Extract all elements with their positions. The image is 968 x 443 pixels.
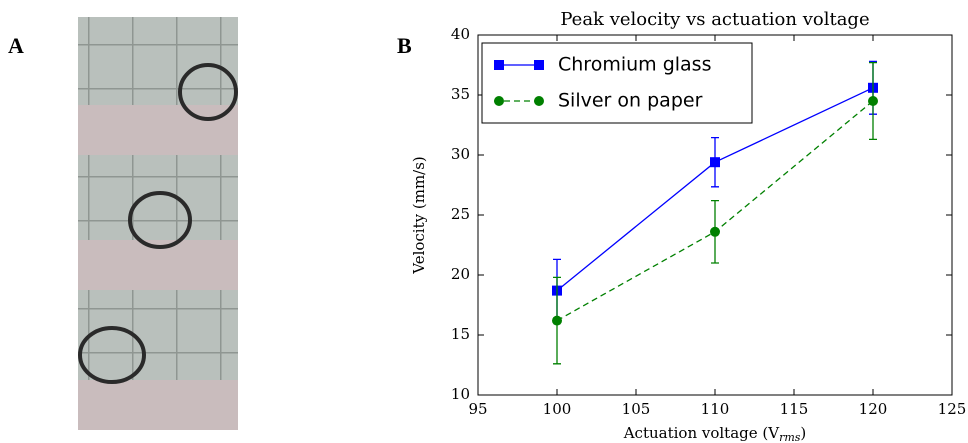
- legend-box: [481, 42, 753, 124]
- chart-title: Peak velocity vs actuation voltage: [560, 9, 869, 30]
- legend-label: Silver on paper: [558, 90, 703, 112]
- x-tick-label: 110: [701, 400, 730, 418]
- x-tick-label: 100: [543, 400, 572, 418]
- y-tick-label: 20: [451, 265, 470, 283]
- legend-marker: [494, 60, 504, 70]
- data-point: [710, 157, 720, 168]
- photo-frame: [78, 290, 238, 430]
- photo-frame: [78, 155, 238, 290]
- legend-marker: [494, 96, 504, 106]
- data-point: [710, 226, 720, 237]
- x-tick-label: 105: [622, 400, 651, 418]
- y-tick-label: 10: [451, 385, 470, 403]
- x-axis-label-part: ): [800, 424, 806, 442]
- x-tick-label: 120: [859, 400, 888, 418]
- y-tick-label: 35: [451, 85, 470, 103]
- x-tick-label: 115: [780, 400, 809, 418]
- photo-frame: [78, 17, 238, 155]
- x-axis-label-part: Actuation voltage (V: [623, 424, 781, 442]
- panel-label: B: [397, 33, 412, 58]
- y-tick-label: 40: [451, 25, 470, 43]
- x-tick-label: 95: [468, 400, 487, 418]
- y-tick-label: 15: [451, 325, 470, 343]
- data-point: [868, 96, 878, 106]
- data-point: [552, 315, 562, 326]
- legend-label: Chromium glass: [558, 54, 711, 76]
- photo-panel: [78, 17, 238, 430]
- panel-label: A: [8, 33, 24, 58]
- y-axis-label: Velocity (mm/s): [410, 156, 428, 275]
- x-tick-label: 125: [938, 400, 967, 418]
- legend-marker: [534, 60, 544, 70]
- x-axis-label: Actuation voltage (Vrms): [623, 424, 807, 443]
- y-tick-label: 25: [451, 205, 470, 223]
- x-axis-label-sub: rms: [779, 431, 801, 443]
- y-tick-label: 30: [451, 145, 470, 163]
- legend-marker: [534, 96, 544, 106]
